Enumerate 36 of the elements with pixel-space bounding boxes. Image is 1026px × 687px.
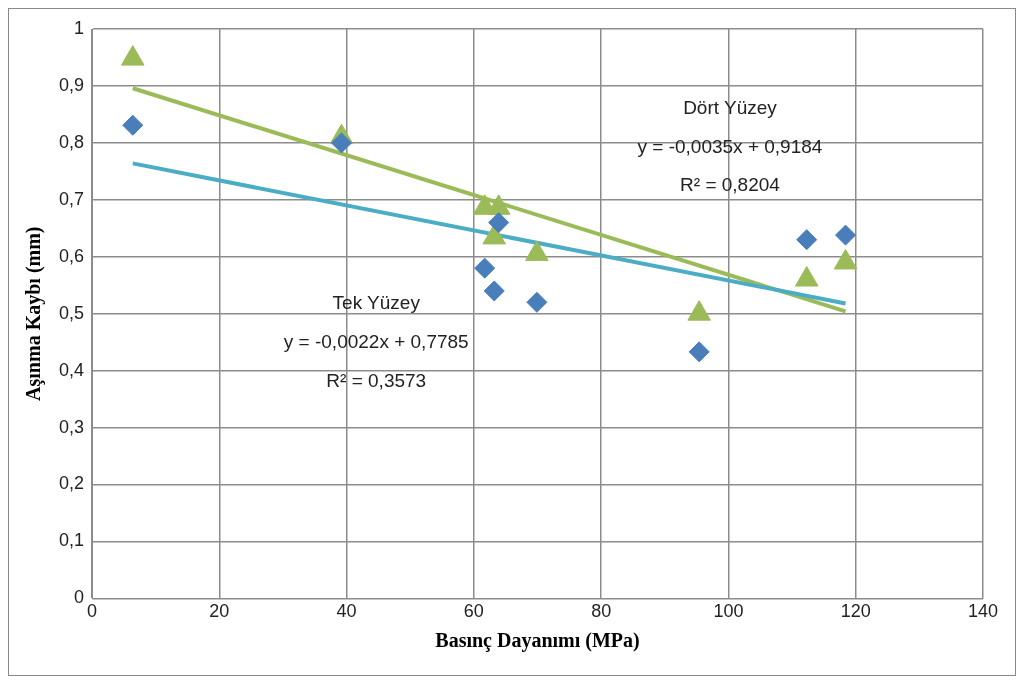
y-tick-label: 0,2 bbox=[58, 473, 85, 494]
point bbox=[474, 257, 496, 279]
point bbox=[688, 341, 710, 363]
point bbox=[486, 194, 511, 215]
y-axis-title: Aşınma Kaybı (mm) bbox=[22, 226, 46, 401]
y-tick-label: 0,1 bbox=[58, 530, 85, 551]
x-tick-label: 0 bbox=[87, 601, 98, 622]
y-tick-label: 0,7 bbox=[58, 188, 85, 209]
x-tick-label: 140 bbox=[967, 601, 999, 622]
annotation: y = -0,0022x + 0,7785 bbox=[283, 330, 469, 352]
point bbox=[526, 291, 548, 313]
point bbox=[483, 280, 505, 302]
x-tick-label: 60 bbox=[463, 601, 484, 622]
annotation: Dört Yüzey bbox=[683, 96, 778, 118]
annotation: R² = 0,8204 bbox=[680, 174, 781, 196]
x-axis-title: Basınç Dayanımı (MPa) bbox=[435, 629, 640, 653]
x-tick-label: 100 bbox=[713, 601, 744, 622]
point bbox=[488, 212, 510, 234]
annotation: R² = 0,3573 bbox=[326, 369, 427, 391]
point bbox=[835, 224, 857, 246]
y-tick-label: 0,4 bbox=[58, 359, 85, 380]
point bbox=[796, 229, 818, 251]
y-tick-label: 0,9 bbox=[58, 74, 85, 95]
y-tick-label: 0 bbox=[74, 587, 85, 608]
annotation: y = -0,0035x + 0,9184 bbox=[637, 135, 823, 157]
x-tick-label: 40 bbox=[336, 601, 357, 622]
y-tick-label: 1 bbox=[74, 17, 85, 38]
y-tick-label: 0,8 bbox=[58, 131, 85, 152]
y-tick-label: 0,3 bbox=[58, 416, 85, 437]
x-tick-label: 80 bbox=[591, 601, 612, 622]
y-tick-label: 0,5 bbox=[58, 302, 85, 323]
y-tick-label: 0,6 bbox=[58, 245, 85, 266]
x-tick-label: 20 bbox=[209, 601, 230, 622]
annotation: Tek Yüzey bbox=[332, 292, 421, 314]
x-tick-label: 120 bbox=[840, 601, 871, 622]
point bbox=[121, 45, 145, 66]
